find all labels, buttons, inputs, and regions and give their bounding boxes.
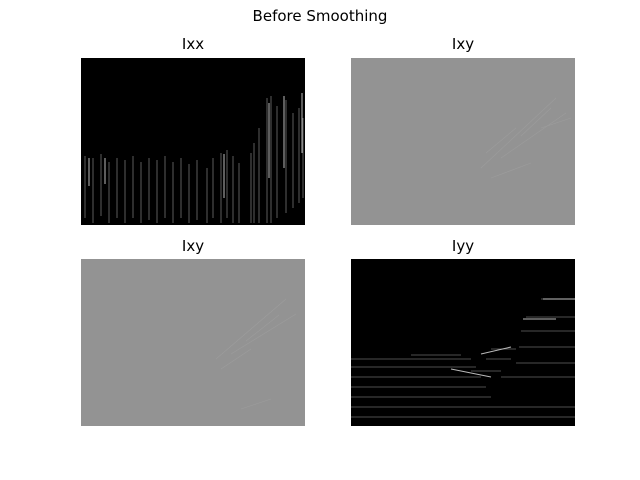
panel-ixy-top-image	[351, 58, 575, 225]
panel-title-ixy-bottom: Ixy	[181, 237, 205, 255]
panel-ixy-bottom-image	[81, 259, 305, 426]
ixx-gradient-image	[81, 58, 305, 225]
panel-title-ixx: Ixx	[181, 35, 205, 53]
iyy-gradient-image	[351, 259, 575, 426]
panel-ixx-image	[81, 58, 305, 225]
panel-title-ixy-top: Ixy	[451, 35, 475, 53]
panel-title-iyy: Iyy	[451, 237, 475, 255]
panel-iyy-image	[351, 259, 575, 426]
ixy-gradient-image-2	[81, 259, 305, 426]
ixy-gradient-image	[351, 58, 575, 225]
figure-title: Before Smoothing	[252, 7, 388, 25]
